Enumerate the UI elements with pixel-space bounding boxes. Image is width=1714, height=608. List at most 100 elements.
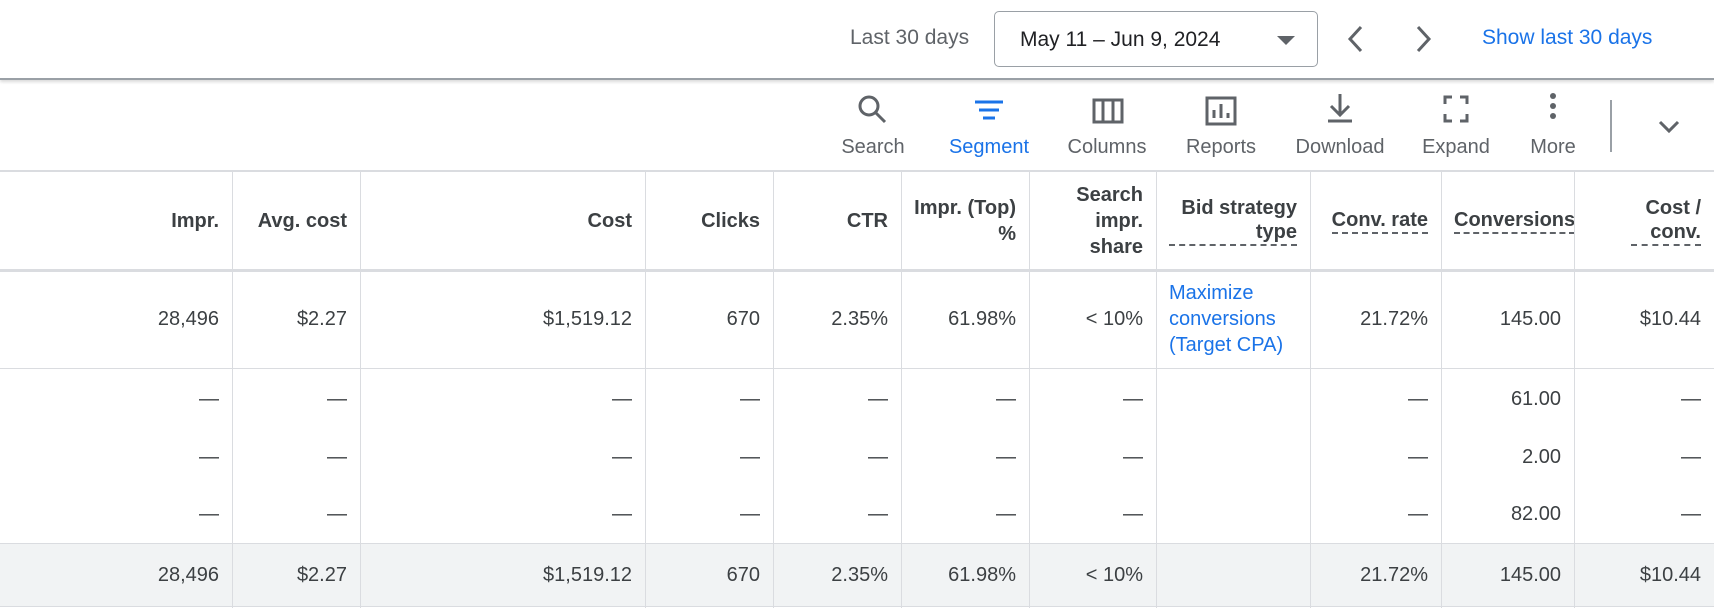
table-cell: — <box>1123 503 1143 525</box>
column-header[interactable]: Conv. rate <box>1310 172 1441 269</box>
dropdown-icon <box>1277 36 1295 45</box>
column-header[interactable]: Cost / conv. <box>1574 172 1714 269</box>
table-cell: 21.72% <box>1360 308 1428 330</box>
table-cell: — <box>199 503 219 525</box>
prev-button[interactable] <box>1343 24 1369 54</box>
table-cell: — <box>740 446 760 468</box>
total-row-bg <box>0 543 1714 607</box>
table-cell: — <box>612 446 632 468</box>
table-cell: — <box>1681 503 1701 525</box>
header-border <box>0 170 1714 172</box>
column-header[interactable]: Cost <box>360 172 645 269</box>
table-cell: — <box>1123 388 1143 410</box>
toolbar-button[interactable]: Reports <box>1185 136 1257 158</box>
table-cell: — <box>868 446 888 468</box>
header-text: Clicks <box>701 209 760 232</box>
table-cell: $10.44 <box>1639 308 1701 330</box>
column-divider <box>1310 172 1311 608</box>
table-cell: — <box>996 503 1016 525</box>
table-cell: 28,496 <box>157 564 219 586</box>
table-cell: $10.44 <box>1639 564 1701 586</box>
table-cell: 61.00 <box>1510 388 1561 410</box>
header-text: Impr. (Top) % <box>914 196 1016 245</box>
header-border <box>0 269 1714 272</box>
next-button[interactable] <box>1410 24 1436 54</box>
column-divider <box>1029 172 1030 608</box>
toolbar-button[interactable]: Expand <box>1422 136 1490 158</box>
column-divider <box>901 172 902 608</box>
column-header[interactable]: Search impr. share <box>1029 172 1156 269</box>
column-divider <box>645 172 646 608</box>
table-cell: — <box>327 446 347 468</box>
header-text: Conversions <box>1454 208 1574 234</box>
toolbar-button[interactable]: Columns <box>1067 136 1147 158</box>
table-cell: 2.35% <box>831 308 888 330</box>
table-cell: 670 <box>726 564 760 586</box>
header-text: Cost / conv. <box>1631 196 1701 246</box>
table-cell: 2.35% <box>831 564 888 586</box>
toolbar-button[interactable]: Segment <box>948 136 1030 158</box>
column-header[interactable]: Impr. (Top) % <box>901 172 1029 269</box>
table-cell: 61.98% <box>948 564 1016 586</box>
toolbar-icons <box>858 93 1680 152</box>
table-cell[interactable]: Maximize conversions (Target CPA) <box>1169 282 1284 356</box>
table-cell: 82.00 <box>1510 503 1561 525</box>
table-cell: $1,519.12 <box>543 308 632 330</box>
table-cell: 21.72% <box>1360 564 1428 586</box>
table-cell: 670 <box>726 308 760 330</box>
table-cell: — <box>740 388 760 410</box>
table-cell: — <box>740 503 760 525</box>
column-divider <box>360 172 361 608</box>
column-divider <box>773 172 774 608</box>
table-cell: < 10% <box>1085 564 1143 586</box>
table-cell: — <box>327 388 347 410</box>
table-cell: 2.00 <box>1522 446 1561 468</box>
row-border <box>0 368 1714 369</box>
table-cell: 61.98% <box>948 308 1016 330</box>
table-cell: — <box>1408 503 1428 525</box>
range-label: Last 30 days <box>850 26 970 49</box>
column-header[interactable]: Clicks <box>645 172 773 269</box>
column-divider <box>1574 172 1575 608</box>
table-cell: — <box>612 503 632 525</box>
column-header[interactable]: Impr. <box>0 172 232 269</box>
table-cell: $2.27 <box>296 308 347 330</box>
top-bar <box>0 0 1714 80</box>
column-header[interactable]: Avg. cost <box>232 172 360 269</box>
column-header[interactable]: CTR <box>773 172 901 269</box>
toolbar-button[interactable]: More <box>1530 136 1576 158</box>
column-divider <box>1156 172 1157 608</box>
table-cell: — <box>996 388 1016 410</box>
header-text: Search impr. share <box>1076 183 1143 258</box>
column-divider <box>232 172 233 608</box>
header-text: CTR <box>846 209 888 232</box>
date-range: May 11 – Jun 9, 2024 <box>1020 28 1221 51</box>
table-cell: — <box>996 446 1016 468</box>
table-cell: — <box>1681 446 1701 468</box>
header-text: Conv. rate <box>1331 208 1428 234</box>
column-header[interactable]: Bid strategy type <box>1156 172 1310 269</box>
table-cell: — <box>1408 388 1428 410</box>
table-cell: — <box>868 503 888 525</box>
table-cell: < 10% <box>1085 308 1143 330</box>
toolbar-button[interactable]: Search <box>841 136 905 158</box>
column-header[interactable]: Conversions <box>1441 172 1574 269</box>
table-cell: — <box>1408 446 1428 468</box>
table-cell: — <box>327 503 347 525</box>
table-cell: 28,496 <box>157 308 219 330</box>
table-cell: 145.00 <box>1499 564 1561 586</box>
table-cell: 145.00 <box>1499 308 1561 330</box>
table-cell: — <box>868 388 888 410</box>
header-text: Cost <box>587 209 632 232</box>
show-link[interactable]: Show last 30 days <box>1482 26 1653 49</box>
toolbar-button[interactable]: Download <box>1295 136 1385 158</box>
table-cell: — <box>612 388 632 410</box>
column-divider <box>1441 172 1442 608</box>
header-text: Bid strategy type <box>1169 196 1297 246</box>
table-cell: — <box>1681 388 1701 410</box>
table-cell: — <box>199 388 219 410</box>
date-picker[interactable]: May 11 – Jun 9, 2024 <box>994 11 1318 67</box>
table-cell: — <box>199 446 219 468</box>
table-cell: — <box>1123 446 1143 468</box>
